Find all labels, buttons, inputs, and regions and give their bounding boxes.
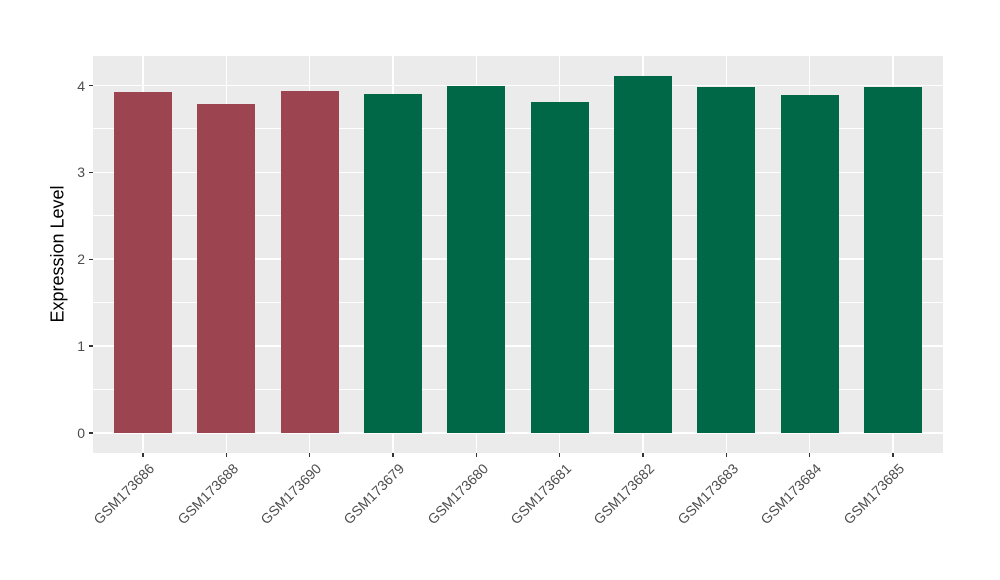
plot-panel (93, 56, 943, 453)
x-tick-mark (892, 453, 894, 457)
bar-GSM173682 (613, 75, 673, 433)
y-tick-label: 0 (77, 425, 85, 442)
h-gridline-minor (93, 128, 943, 130)
x-tick-mark (475, 453, 478, 457)
h-gridline-minor (93, 389, 943, 391)
y-tick-mark (89, 432, 93, 434)
x-tick-label: GSM173682 (590, 460, 658, 528)
h-gridline-major (93, 345, 943, 347)
x-tick-mark (808, 453, 811, 457)
x-tick-label: GSM173690 (257, 460, 325, 528)
y-tick-mark (89, 84, 93, 87)
x-tick-mark (392, 453, 394, 457)
x-tick-mark (142, 453, 144, 457)
x-tick-mark (225, 453, 228, 457)
x-tick-label: GSM173686 (90, 460, 158, 528)
bar-GSM173684 (780, 95, 839, 433)
y-tick-label: 3 (77, 164, 85, 181)
y-tick-mark (89, 258, 93, 261)
h-gridline-major (93, 258, 943, 261)
bar-GSM173683 (697, 87, 756, 433)
y-tick-label: 4 (77, 77, 85, 94)
bar-GSM173679 (363, 94, 423, 433)
bar-GSM173690 (280, 90, 339, 433)
bar-GSM173685 (863, 87, 923, 433)
h-gridline-major (93, 432, 943, 434)
h-gridline-minor (93, 302, 943, 304)
bar-GSM173680 (447, 85, 506, 433)
x-tick-mark (725, 453, 728, 457)
y-axis-title: Expression Level (47, 185, 68, 323)
h-gridline-major (93, 171, 943, 174)
x-tick-label: GSM173683 (674, 460, 741, 528)
x-tick-label: GSM173685 (840, 460, 908, 528)
bar-GSM173681 (530, 102, 589, 433)
y-tick-label: 1 (77, 338, 85, 355)
y-tick-mark (89, 171, 93, 174)
x-tick-label: GSM173681 (507, 460, 575, 528)
x-tick-mark (642, 453, 644, 457)
h-gridline-minor (93, 215, 943, 217)
bar-GSM173688 (197, 103, 256, 433)
x-tick-mark (308, 453, 311, 457)
h-gridline-major (93, 84, 943, 87)
x-tick-label: GSM173679 (340, 460, 408, 528)
y-tick-mark (89, 345, 93, 347)
x-tick-mark (558, 453, 561, 457)
x-tick-label: GSM173688 (174, 460, 241, 528)
x-tick-label: GSM173680 (424, 460, 491, 528)
x-tick-label: GSM173684 (757, 460, 825, 528)
bar-GSM173686 (113, 91, 173, 433)
